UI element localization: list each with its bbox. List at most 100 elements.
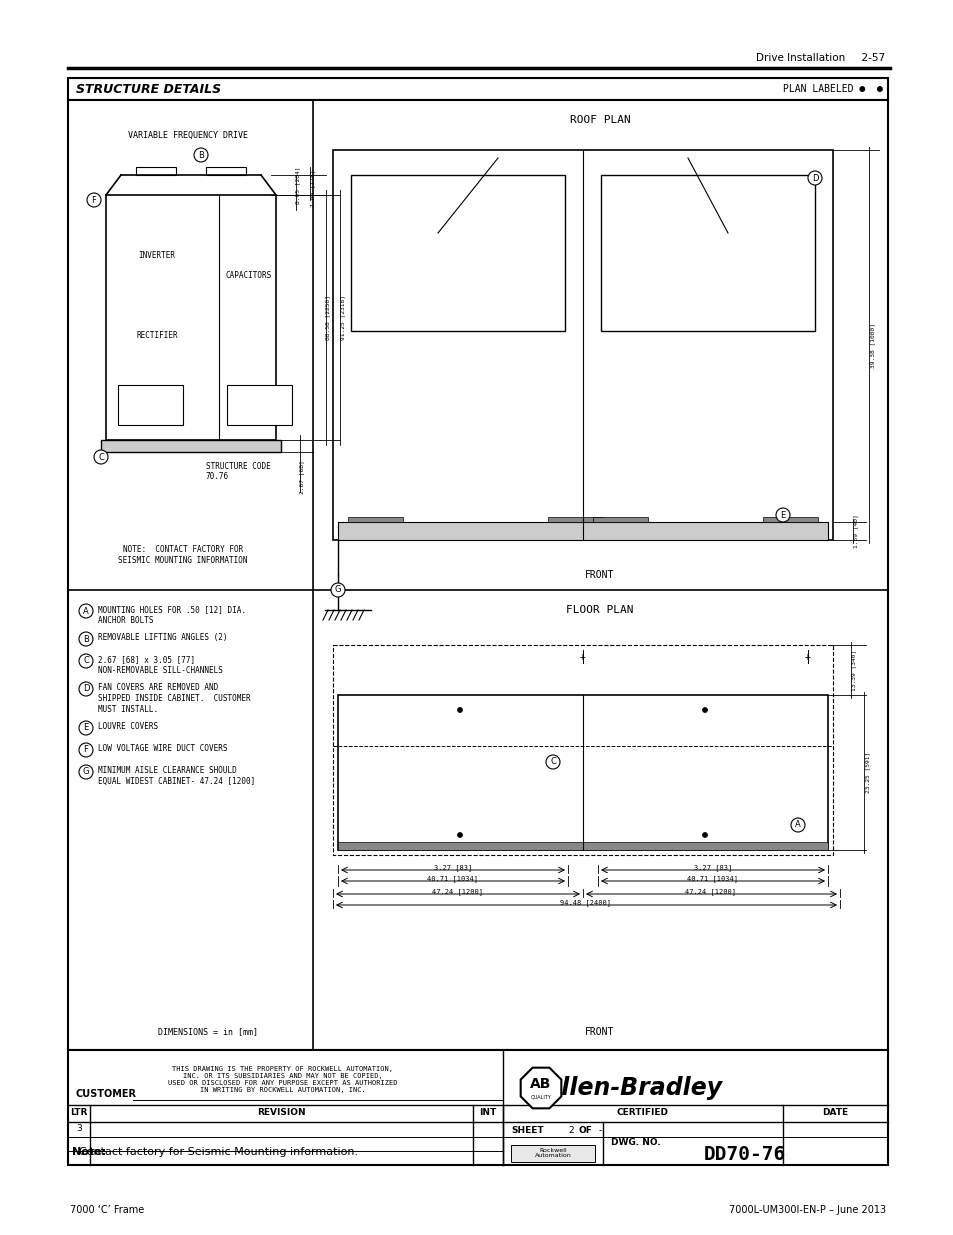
Circle shape [79, 743, 92, 757]
Text: 7000 ‘C’ Frame: 7000 ‘C’ Frame [70, 1205, 144, 1215]
Bar [600, 175, 814, 331]
Text: F: F [84, 746, 89, 755]
Text: NOTE:  CONTACT FACTORY FOR
SEISMIC MOUNTING INFORMATION: NOTE: CONTACT FACTORY FOR SEISMIC MOUNTI… [118, 546, 248, 564]
Text: NON-REMOVABLE SILL-CHANNELS: NON-REMOVABLE SILL-CHANNELS [98, 666, 223, 676]
Text: 91.25 [2318]: 91.25 [2318] [340, 294, 345, 340]
Text: MUST INSTALL.: MUST INSTALL. [98, 705, 158, 714]
Text: 47.24 [1200]: 47.24 [1200] [432, 889, 483, 895]
Circle shape [193, 148, 208, 162]
Text: THIS DRAWING IS THE PROPERTY OF ROCKWELL AUTOMATION,
INC. OR ITS SUBSIDIARIES AN: THIS DRAWING IS THE PROPERTY OF ROCKWELL… [168, 1067, 397, 1093]
Text: AB: AB [530, 1077, 551, 1091]
Bar [337, 842, 827, 850]
Polygon shape [520, 1068, 560, 1108]
Circle shape [94, 450, 108, 464]
Circle shape [79, 682, 92, 697]
Text: Allen-Bradley: Allen-Bradley [543, 1076, 721, 1100]
Text: DD70-76: DD70-76 [703, 1146, 785, 1165]
Text: INT: INT [478, 1109, 497, 1118]
Text: A: A [83, 606, 89, 615]
Bar [68, 100, 887, 1050]
Text: 2: 2 [568, 1126, 573, 1135]
Text: DATE: DATE [821, 1109, 847, 1118]
Text: 7000L-UM300I-EN-P – June 2013: 7000L-UM300I-EN-P – June 2013 [728, 1205, 885, 1215]
Circle shape [331, 583, 345, 597]
Text: F: F [91, 195, 96, 205]
Text: G: G [335, 585, 341, 594]
Text: B: B [198, 151, 204, 159]
Text: 23.25 [591]: 23.25 [591] [864, 751, 869, 793]
Text: Note:: Note: [71, 1147, 106, 1157]
Circle shape [79, 632, 92, 646]
Text: 13.39 [340]: 13.39 [340] [851, 650, 856, 690]
Text: CUSTOMER: CUSTOMER [76, 1089, 137, 1099]
Text: D: D [83, 684, 90, 694]
Circle shape [701, 708, 707, 713]
Text: DIMENSIONS = in [mm]: DIMENSIONS = in [mm] [158, 1028, 257, 1036]
Bar [351, 175, 564, 331]
Text: +: + [804, 652, 810, 662]
Bar [333, 149, 832, 540]
Text: 3.27 [83]: 3.27 [83] [434, 864, 472, 872]
Circle shape [457, 708, 462, 713]
Text: STRUCTURE CODE
70.76: STRUCTURE CODE 70.76 [206, 462, 271, 482]
Text: MOUNTING HOLES FOR .50 [12] DIA.: MOUNTING HOLES FOR .50 [12] DIA. [98, 605, 246, 614]
Circle shape [790, 818, 804, 832]
Circle shape [701, 832, 707, 837]
Text: QUALITY: QUALITY [530, 1094, 551, 1099]
Text: D: D [811, 173, 818, 183]
Text: Rockwell
Automation: Rockwell Automation [534, 1147, 571, 1158]
Text: SHIPPED INSIDE CABINET.  CUSTOMER: SHIPPED INSIDE CABINET. CUSTOMER [98, 694, 251, 703]
Text: INVERTER: INVERTER [138, 251, 175, 259]
Circle shape [79, 764, 92, 779]
Circle shape [79, 655, 92, 668]
Text: Drive Installation     2-57: Drive Installation 2-57 [755, 53, 884, 63]
Bar [136, 167, 175, 175]
Text: ANCHOR BOLTS: ANCHOR BOLTS [98, 616, 153, 625]
Circle shape [457, 832, 462, 837]
Bar [762, 517, 817, 522]
Bar [68, 1050, 887, 1165]
Text: 3.27 [83]: 3.27 [83] [693, 864, 731, 872]
Text: 94.48 [2400]: 94.48 [2400] [560, 899, 611, 906]
Bar [206, 167, 246, 175]
Text: PLAN LABELED ●  ●: PLAN LABELED ● ● [782, 84, 882, 94]
Circle shape [775, 508, 789, 522]
Text: REVISION: REVISION [256, 1109, 305, 1118]
Text: VARIABLE FREQUENCY DRIVE: VARIABLE FREQUENCY DRIVE [128, 131, 248, 140]
Bar [337, 695, 827, 850]
Text: Contact factory for Seismic Mounting information.: Contact factory for Seismic Mounting inf… [71, 1147, 357, 1157]
Circle shape [79, 604, 92, 618]
Circle shape [545, 755, 559, 769]
Text: 3: 3 [76, 1125, 82, 1134]
Text: ROOF PLAN: ROOF PLAN [569, 115, 630, 125]
Text: 8.05 [204]: 8.05 [204] [295, 167, 300, 204]
Text: C: C [550, 757, 556, 767]
Text: E: E [83, 724, 89, 732]
Text: EQUAL WIDEST CABINET- 47.24 [1200]: EQUAL WIDEST CABINET- 47.24 [1200] [98, 777, 255, 785]
Text: 47.24 [1200]: 47.24 [1200] [685, 889, 736, 895]
Text: FRONT: FRONT [585, 1028, 614, 1037]
Text: E: E [780, 510, 785, 520]
Bar [106, 195, 275, 440]
Bar [101, 440, 281, 452]
Bar [348, 517, 402, 522]
Text: RECTIFIER: RECTIFIER [136, 331, 177, 340]
Text: SHEET: SHEET [511, 1126, 543, 1135]
Bar [333, 645, 832, 855]
Bar [118, 385, 183, 425]
Bar [227, 385, 292, 425]
Text: 2.67 [68]: 2.67 [68] [299, 461, 304, 494]
Text: +: + [579, 652, 585, 662]
Text: CERTIFIED: CERTIFIED [617, 1109, 668, 1118]
Text: STRUCTURE DETAILS: STRUCTURE DETAILS [76, 83, 221, 95]
Text: MINIMUM AISLE CLEARANCE SHOULD: MINIMUM AISLE CLEARANCE SHOULD [98, 766, 236, 776]
Text: A: A [794, 820, 800, 830]
Text: 7.00 [178]: 7.00 [178] [310, 169, 315, 206]
Bar [68, 78, 887, 100]
Text: 40.71 [1034]: 40.71 [1034] [427, 876, 478, 882]
Text: 1.59 [40]: 1.59 [40] [853, 514, 858, 548]
Text: REMOVABLE LIFTING ANGLES (2): REMOVABLE LIFTING ANGLES (2) [98, 634, 227, 642]
Circle shape [807, 170, 821, 185]
Text: DWG. NO.: DWG. NO. [610, 1139, 660, 1147]
Text: -: - [598, 1126, 601, 1135]
